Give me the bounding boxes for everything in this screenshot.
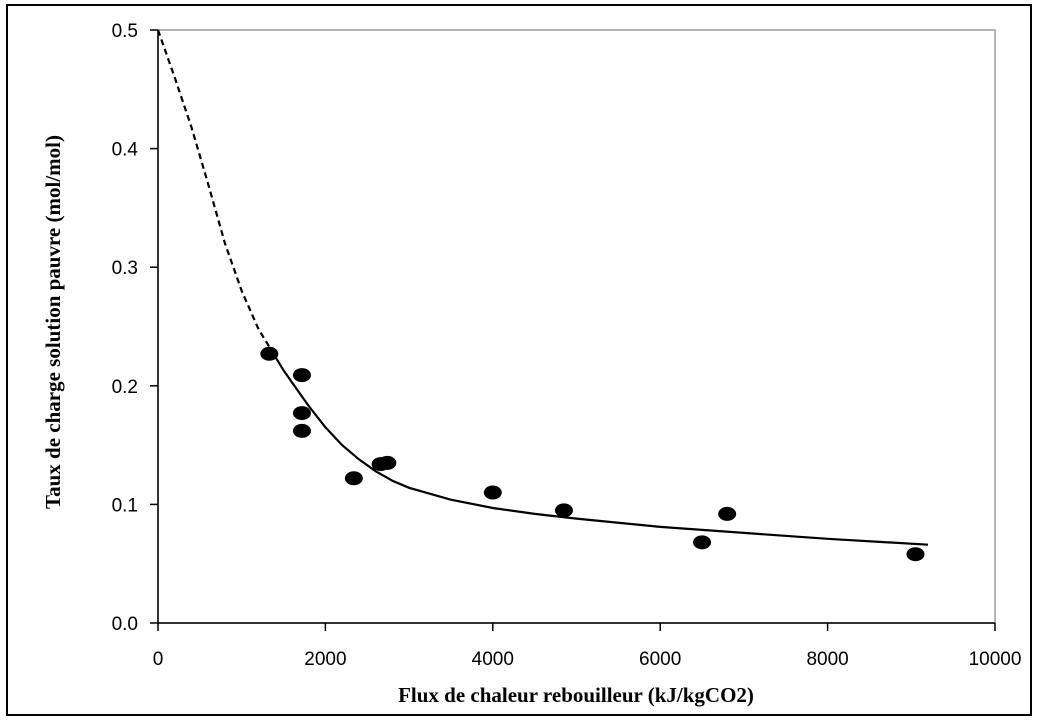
- x-axis-title: Flux de chaleur rebouilleur (kJ/kgCO2): [398, 683, 754, 707]
- data-point: [344, 471, 363, 486]
- data-point: [554, 503, 573, 518]
- data-point: [378, 455, 397, 470]
- y-tick-label: 0.2: [112, 377, 138, 398]
- x-tick-label: 10000: [969, 649, 1022, 670]
- y-axis-title: Taux de charge solution pauvre (mol/mol): [41, 135, 65, 509]
- y-axis-ticks: 0.0 0.1 0.2 0.3 0.4 0.5: [112, 21, 158, 635]
- data-point: [260, 346, 279, 361]
- x-tick-label: 0: [153, 649, 164, 670]
- y-tick-label: 0.4: [112, 140, 139, 161]
- y-tick-label: 0.5: [112, 21, 138, 42]
- extrapolated-fit-curve: [156, 29, 275, 355]
- x-axis-ticks: 0 2000 4000 6000 8000 10000: [153, 623, 1022, 670]
- fit-curve: [272, 353, 929, 546]
- data-point: [693, 535, 712, 550]
- y-tick-label: 0.3: [112, 258, 138, 279]
- plot-border: [157, 29, 996, 624]
- data-point: [483, 485, 502, 500]
- data-point: [292, 368, 311, 383]
- data-point: [718, 506, 737, 521]
- x-tick-label: 4000: [472, 649, 514, 670]
- y-tick-label: 0.0: [112, 614, 138, 635]
- data-point: [906, 547, 925, 562]
- y-tick-label: 0.1: [112, 495, 138, 516]
- plot-area: [157, 29, 996, 624]
- chart-frame: [6, 4, 1032, 716]
- data-point: [292, 406, 311, 421]
- data-marks: [156, 29, 929, 562]
- data-point: [292, 423, 311, 438]
- x-tick-label: 8000: [806, 649, 848, 670]
- x-tick-label: 6000: [639, 649, 681, 670]
- x-tick-label: 2000: [304, 649, 346, 670]
